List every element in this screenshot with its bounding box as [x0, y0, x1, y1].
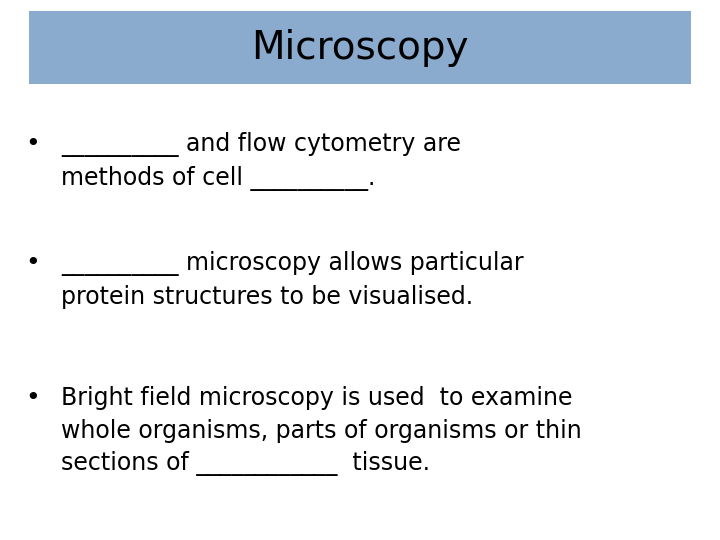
Text: __________ microscopy allows particular
protein structures to be visualised.: __________ microscopy allows particular …: [61, 251, 524, 309]
FancyBboxPatch shape: [29, 11, 691, 84]
Text: __________ and flow cytometry are
methods of cell __________.: __________ and flow cytometry are method…: [61, 132, 462, 191]
Text: Microscopy: Microscopy: [251, 29, 469, 66]
Text: Bright field microscopy is used  to examine
whole organisms, parts of organisms : Bright field microscopy is used to exami…: [61, 386, 582, 476]
Text: •: •: [25, 251, 40, 275]
Text: •: •: [25, 386, 40, 410]
Text: •: •: [25, 132, 40, 156]
